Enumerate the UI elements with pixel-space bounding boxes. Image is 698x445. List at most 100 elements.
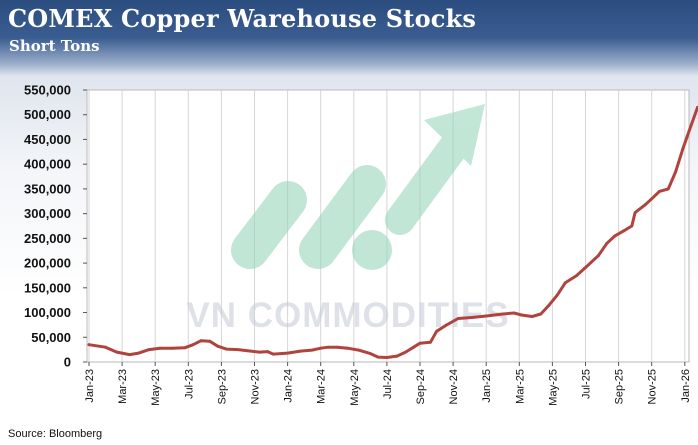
data-point	[501, 312, 505, 316]
data-point	[310, 348, 314, 352]
x-tick-label: Nov-25	[647, 369, 659, 404]
data-point	[170, 346, 174, 350]
data-point	[335, 345, 339, 349]
data-point	[191, 343, 195, 347]
data-point	[271, 352, 275, 356]
watermark-logo: VN COMMODITIES	[186, 104, 509, 335]
data-point	[622, 229, 625, 233]
y-tick-label: 250,000	[24, 231, 71, 246]
x-tick-label: Sep-24	[415, 369, 427, 404]
data-point	[299, 349, 302, 353]
x-tick-label: Jul-25	[581, 369, 593, 399]
data-point	[137, 351, 141, 355]
y-tick-label: 400,000	[24, 157, 71, 172]
data-point	[412, 345, 415, 349]
data-point	[395, 354, 399, 358]
x-tick-label: Jan-26	[680, 369, 692, 403]
chart-subtitle: Short Tons	[9, 37, 100, 55]
data-point	[376, 355, 380, 359]
x-tick-label: Nov-23	[250, 369, 262, 404]
data-point	[563, 281, 567, 285]
watermark-text: VN COMMODITIES	[186, 296, 509, 335]
data-point	[650, 197, 654, 201]
x-tick-label: May-25	[547, 369, 559, 406]
data-point	[586, 264, 589, 267]
data-point	[128, 353, 132, 356]
x-tick-label: Jan-24	[283, 369, 295, 403]
x-tick-label: Mar-25	[514, 369, 526, 404]
data-point	[346, 346, 350, 350]
data-point	[435, 329, 438, 333]
data-point	[429, 340, 432, 344]
y-tick-label: 150,000	[24, 280, 71, 295]
data-point	[319, 346, 323, 350]
data-point	[470, 316, 474, 319]
data-point	[643, 203, 647, 207]
data-point	[216, 344, 220, 348]
data-point	[512, 311, 516, 315]
y-tick-label: 500,000	[24, 107, 71, 122]
y-tick-label: 550,000	[24, 83, 71, 98]
data-point	[236, 348, 240, 351]
data-point	[484, 314, 488, 318]
y-tick-label: 100,000	[24, 305, 71, 320]
data-point	[249, 349, 253, 353]
data-point	[208, 339, 212, 343]
chart-title: COMEX Copper Warehouse Stocks	[8, 4, 477, 33]
data-point	[225, 347, 228, 351]
y-tick-label: 50,000	[31, 330, 71, 345]
data-point	[456, 317, 460, 320]
data-point	[613, 234, 617, 238]
data-point	[658, 190, 661, 193]
x-tick-label: Jul-24	[382, 369, 394, 399]
data-point	[633, 211, 637, 215]
data-point	[681, 147, 685, 151]
data-point	[385, 356, 389, 359]
x-axis: Jan-23 Mar-23 May-23 Jul-23 Sep-23 Nov-23 Jan-…	[84, 362, 692, 406]
data-point	[258, 350, 261, 354]
data-point	[266, 350, 270, 353]
data-point	[369, 352, 372, 355]
data-point	[575, 274, 579, 277]
data-point	[418, 341, 422, 345]
data-point	[547, 303, 551, 307]
x-tick-label: May-24	[349, 369, 361, 406]
data-point	[596, 254, 600, 258]
chart-header: COMEX Copper Warehouse Stocks Short Tons	[0, 0, 698, 76]
data-point	[357, 348, 360, 352]
y-axis: 0 50,000 100,000 150,000 200,000 250,000 300,0…	[24, 83, 87, 370]
x-tick-label: Jan-25	[481, 369, 493, 403]
y-tick-label: 0	[64, 355, 71, 370]
x-tick-label: Sep-25	[614, 369, 626, 404]
data-point	[286, 351, 289, 355]
data-point	[555, 293, 559, 297]
x-tick-label: Nov-24	[448, 369, 460, 404]
y-tick-label: 200,000	[24, 256, 71, 271]
data-point	[530, 315, 534, 318]
x-tick-label: Jul-23	[183, 369, 195, 399]
data-point	[674, 170, 678, 174]
y-tick-label: 450,000	[24, 132, 71, 147]
y-tick-label: 300,000	[24, 206, 71, 221]
x-tick-label: May-23	[150, 369, 162, 406]
data-point	[445, 323, 449, 327]
y-tick-label: 350,000	[24, 181, 71, 196]
data-point	[404, 350, 407, 354]
data-point	[630, 224, 634, 228]
data-point	[183, 346, 187, 350]
x-tick-label: Jan-23	[84, 369, 96, 403]
data-point	[539, 312, 543, 316]
data-point	[115, 350, 119, 354]
x-tick-label: Sep-23	[216, 369, 228, 404]
data-point	[605, 241, 609, 245]
data-point	[158, 346, 162, 350]
series-points	[87, 105, 698, 359]
data-point	[520, 313, 523, 317]
data-point	[666, 187, 670, 191]
source-note: Source: Bloomberg	[8, 428, 103, 440]
data-point	[87, 343, 91, 347]
data-point	[147, 348, 151, 351]
x-tick-label: Mar-24	[316, 369, 328, 404]
